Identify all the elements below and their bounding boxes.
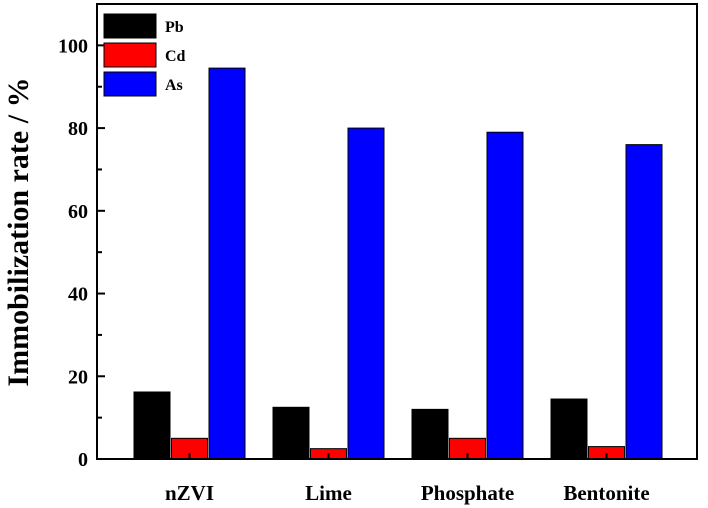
y-tick-label: 0 (78, 449, 88, 471)
x-category-label: Phosphate (421, 481, 514, 505)
legend-swatch-as (103, 71, 157, 97)
y-tick-label: 80 (68, 118, 88, 140)
x-category-label: Lime (305, 481, 352, 505)
bar-pb-lime (272, 406, 310, 460)
y-axis-title: Immobilization rate / % (2, 77, 35, 386)
y-tick-label: 60 (68, 201, 88, 223)
y-axis: 0 20 40 60 80 100 (58, 35, 105, 471)
y-tick-label: 40 (68, 284, 88, 306)
plot-frame (96, 3, 698, 460)
legend-swatch-pb (103, 13, 157, 39)
legend-label-as: As (165, 77, 183, 94)
y-tick-label: 20 (68, 366, 88, 388)
bars-group (133, 67, 663, 460)
bar-as-lime (347, 127, 385, 460)
legend-swatch-cd (103, 42, 157, 68)
bar-as-nzvi (208, 67, 246, 460)
x-axis: nZVI Lime Phosphate Bentonite (165, 453, 650, 505)
bar-pb-nzvi (133, 391, 171, 460)
y-tick-label: 100 (58, 35, 88, 57)
legend-label-pb: Pb (165, 19, 184, 36)
x-category-label: nZVI (165, 481, 214, 505)
legend-label-cd: Cd (165, 48, 186, 65)
bar-pb-bentonite (550, 398, 588, 460)
bar-as-phosphate (486, 131, 524, 460)
bar-as-bentonite (625, 144, 663, 460)
bar-pb-phosphate (411, 408, 449, 460)
legend: Pb Cd As (103, 13, 186, 97)
x-category-label: Bentonite (563, 481, 649, 505)
